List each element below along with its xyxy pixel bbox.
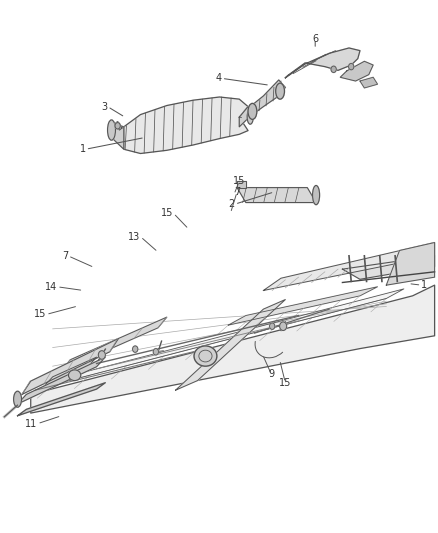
Ellipse shape: [107, 120, 115, 140]
Polygon shape: [53, 289, 403, 385]
Polygon shape: [228, 287, 377, 325]
Polygon shape: [61, 317, 166, 370]
Circle shape: [132, 346, 138, 352]
Polygon shape: [31, 285, 434, 413]
Ellipse shape: [247, 109, 253, 124]
Polygon shape: [175, 300, 285, 390]
Text: 15: 15: [233, 176, 245, 186]
Polygon shape: [44, 357, 96, 386]
Text: 7: 7: [233, 187, 240, 197]
Polygon shape: [111, 123, 124, 149]
Polygon shape: [237, 181, 245, 188]
Polygon shape: [250, 80, 285, 116]
Text: 6: 6: [311, 34, 318, 44]
Ellipse shape: [275, 83, 284, 99]
Circle shape: [348, 63, 353, 70]
Polygon shape: [239, 107, 250, 127]
Polygon shape: [342, 256, 434, 279]
Text: 9: 9: [268, 369, 274, 379]
Polygon shape: [285, 48, 359, 78]
Text: 1: 1: [79, 144, 85, 154]
Polygon shape: [263, 243, 434, 290]
Circle shape: [269, 323, 274, 329]
Text: 15: 15: [34, 310, 46, 319]
Circle shape: [279, 322, 286, 330]
Ellipse shape: [247, 103, 256, 119]
Circle shape: [153, 349, 158, 355]
Text: 15: 15: [279, 378, 291, 387]
Text: 7: 7: [62, 251, 68, 261]
Polygon shape: [124, 97, 247, 154]
Polygon shape: [359, 77, 377, 88]
Polygon shape: [339, 61, 372, 81]
Polygon shape: [115, 122, 122, 130]
Text: 13: 13: [128, 232, 140, 241]
Polygon shape: [237, 188, 315, 203]
Ellipse shape: [68, 370, 81, 381]
Polygon shape: [22, 338, 118, 394]
Polygon shape: [18, 357, 105, 404]
Text: 14: 14: [45, 282, 57, 292]
Text: 1: 1: [420, 280, 427, 290]
Text: 2: 2: [228, 199, 234, 209]
Text: 4: 4: [215, 74, 221, 83]
Text: 11: 11: [25, 419, 37, 429]
Text: 15: 15: [161, 208, 173, 218]
Circle shape: [98, 351, 105, 359]
Ellipse shape: [194, 346, 216, 366]
Polygon shape: [385, 243, 434, 285]
Circle shape: [330, 66, 336, 72]
Text: 3: 3: [101, 102, 107, 111]
Ellipse shape: [14, 391, 21, 407]
Polygon shape: [18, 383, 105, 416]
Ellipse shape: [312, 185, 319, 205]
Circle shape: [115, 123, 120, 129]
